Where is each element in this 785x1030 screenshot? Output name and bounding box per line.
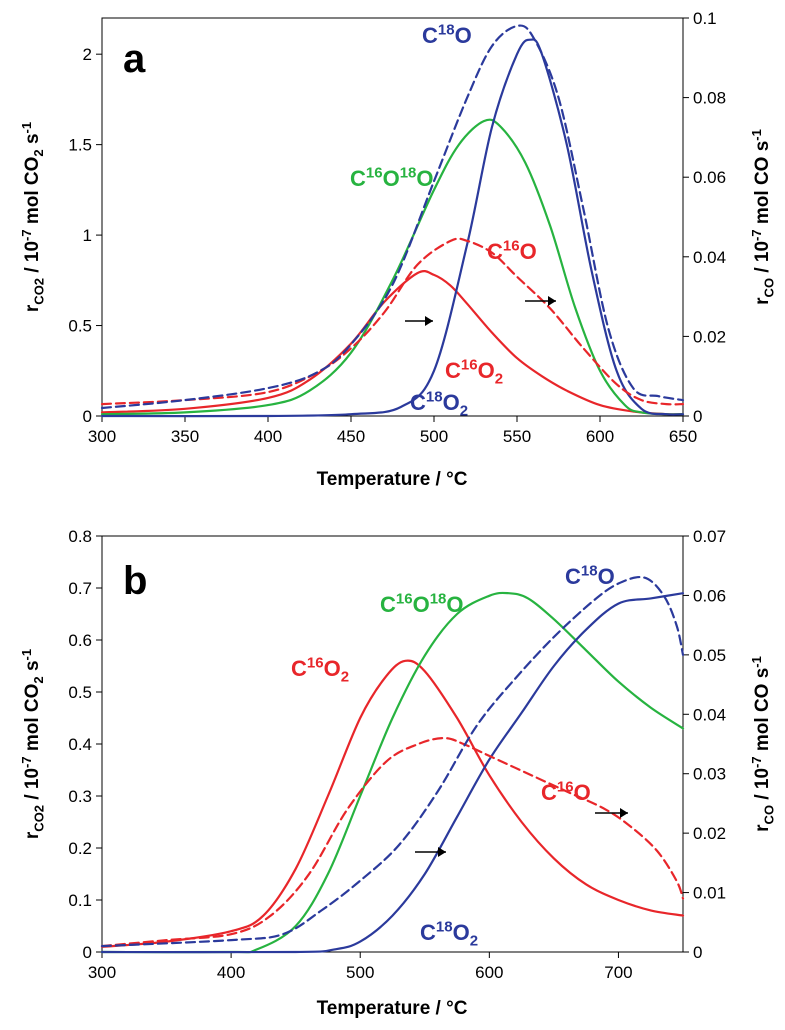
y-left-tick-label: 0.8: [68, 527, 92, 546]
svg-text:rCO2 / 10-7 mol CO2 s-1: rCO2 / 10-7 mol CO2 s-1: [19, 122, 47, 312]
y-left-tick-label: 0.5: [68, 683, 92, 702]
y-left-tick-label: 0.7: [68, 579, 92, 598]
y-axis-right-label: rCO / 10-7 mol CO s-1: [749, 129, 777, 305]
x-tick-label: 450: [337, 427, 365, 446]
curve-label: C16O: [541, 779, 591, 805]
y-right-tick-label: 0.02: [693, 824, 726, 843]
series-line-c18o-dashed: [102, 26, 683, 408]
y-axis-right-label: rCO / 10-7 mol CO s-1: [749, 656, 777, 832]
x-tick-label: 400: [254, 427, 282, 446]
x-tick-label: 350: [171, 427, 199, 446]
y-right-tick-label: 0.03: [693, 765, 726, 784]
curve-label: C16O18O: [380, 591, 464, 617]
x-tick-label: 500: [420, 427, 448, 446]
arrow-head-icon: [425, 316, 433, 326]
x-tick-label: 300: [88, 427, 116, 446]
svg-text:rCO2 / 10-7 mol CO2 s-1: rCO2 / 10-7 mol CO2 s-1: [19, 649, 47, 839]
x-tick-label: 400: [217, 963, 245, 982]
y-right-tick-label: 0.02: [693, 327, 726, 346]
x-tick-label: 300: [88, 963, 116, 982]
y-right-tick-label: 0.01: [693, 884, 726, 903]
y-left-tick-label: 0: [83, 943, 92, 962]
x-tick-label: 650: [669, 427, 697, 446]
plot-frame: [102, 18, 683, 416]
x-tick-label: 600: [586, 427, 614, 446]
x-tick-label: 550: [503, 427, 531, 446]
x-axis-label: Temperature / °C: [317, 998, 468, 1019]
y-left-tick-label: 0.1: [68, 891, 92, 910]
x-tick-label: 700: [604, 963, 632, 982]
panel-letter: b: [123, 559, 147, 603]
arrow-head-icon: [548, 296, 556, 306]
svg-text:rCO / 10-7 mol CO s-1: rCO / 10-7 mol CO s-1: [749, 129, 777, 305]
y-left-tick-label: 0.3: [68, 787, 92, 806]
chart-panel-b: 300 400 500 600 700 0 0.1 0.2 0.3 0.4 0.5 0.6 0.7 0.8…: [19, 527, 777, 1019]
y-right-tick-label: 0.1: [693, 9, 717, 28]
curve-label: C18O: [422, 22, 472, 48]
chart-panel-a: 300 350 400 450 500 550 600 65000.511.5200.020.…: [19, 9, 777, 490]
y-left-tick-label: 0.5: [68, 317, 92, 336]
curve-label: C18O2: [410, 389, 468, 420]
arrow-head-icon: [438, 847, 446, 857]
y-left-tick-label: 1: [83, 226, 92, 245]
y-left-tick-label: 0: [83, 407, 92, 426]
y-axis-left-label: rCO2 / 10-7 mol CO2 s-1: [19, 122, 47, 312]
x-tick-label: 600: [475, 963, 503, 982]
curve-label: C16O2: [445, 357, 503, 388]
panel-letter: a: [123, 37, 146, 81]
x-tick-label: 500: [346, 963, 374, 982]
y-right-tick-label: 0.07: [693, 527, 726, 546]
series-line-c16o-dashed: [102, 239, 683, 405]
y-right-tick-label: 0.06: [693, 168, 726, 187]
series-line-c16o18o: [102, 593, 683, 952]
y-left-tick-label: 1.5: [68, 136, 92, 155]
curve-label: C18O: [565, 563, 615, 589]
y-right-tick-label: 0.05: [693, 646, 726, 665]
curve-label: C16O18O: [350, 165, 434, 191]
y-left-tick-label: 0.4: [68, 735, 92, 754]
y-left-tick-label: 0.6: [68, 631, 92, 650]
series-line-c18o2: [102, 593, 683, 952]
y-right-tick-label: 0.04: [693, 248, 726, 267]
arrow-head-icon: [620, 808, 628, 818]
y-right-tick-label: 0.04: [693, 705, 726, 724]
x-axis-label: Temperature / °C: [317, 469, 468, 490]
y-right-tick-label: 0.08: [693, 89, 726, 108]
y-left-tick-label: 0.2: [68, 839, 92, 858]
y-right-tick-label: 0: [693, 943, 702, 962]
y-left-tick-label: 2: [83, 45, 92, 64]
curve-label: C18O2: [420, 919, 478, 950]
curve-label: C16O2: [291, 655, 349, 686]
svg-text:rCO / 10-7 mol CO s-1: rCO / 10-7 mol CO s-1: [749, 656, 777, 832]
curve-label: C16O: [487, 238, 537, 264]
y-right-tick-label: 0.06: [693, 586, 726, 605]
y-axis-left-label: rCO2 / 10-7 mol CO2 s-1: [19, 649, 47, 839]
y-right-tick-label: 0: [693, 407, 702, 426]
